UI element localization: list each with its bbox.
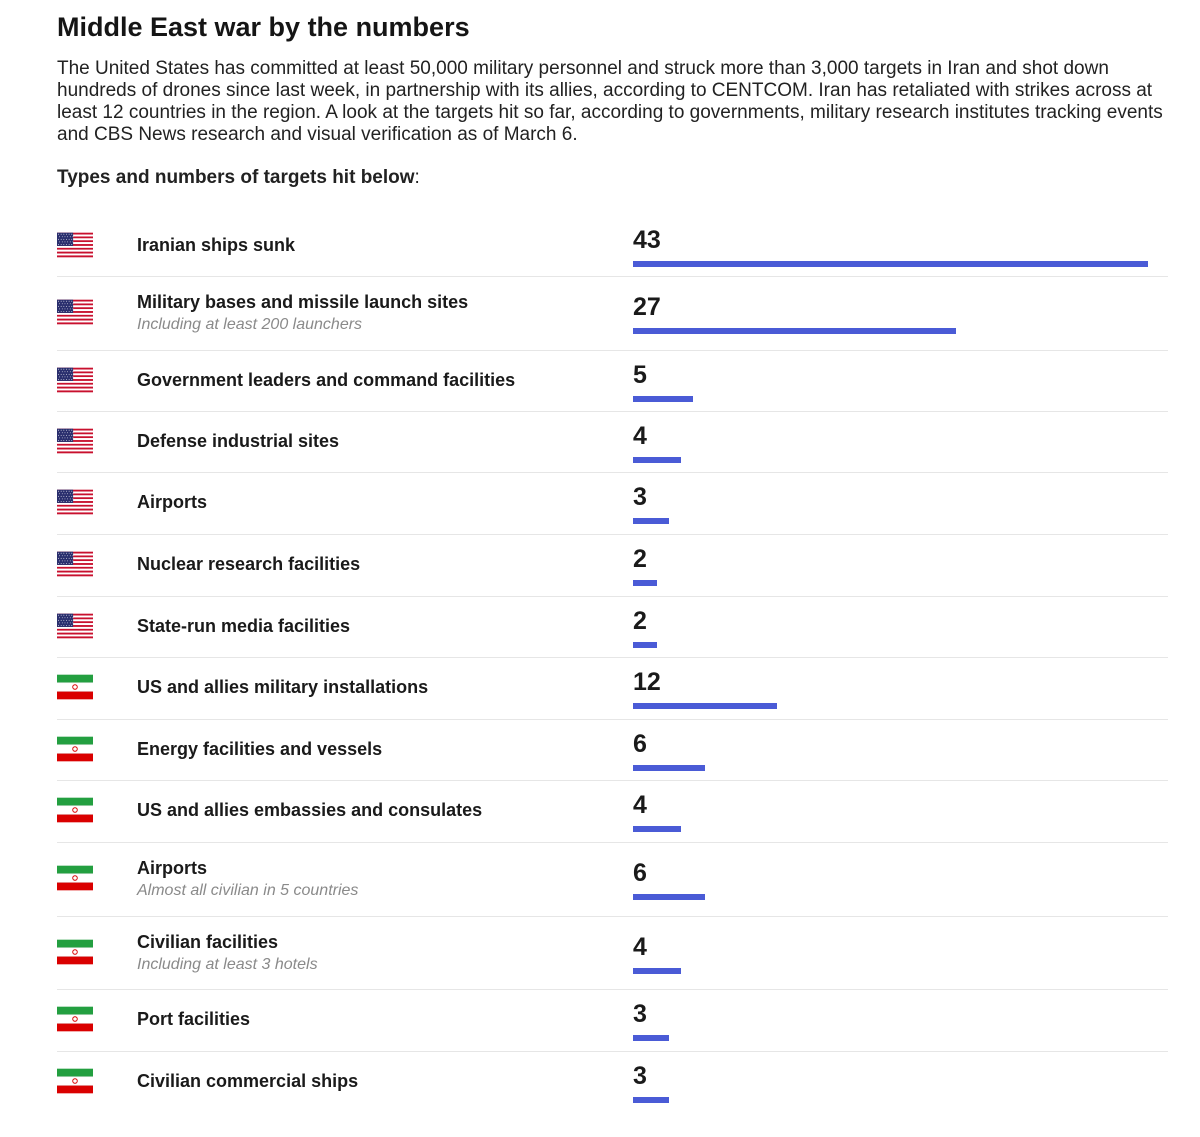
value-bar [633,1097,669,1103]
chart-row: US and allies military installations 12 [57,657,1168,719]
value-label: 3 [633,483,647,511]
category-label: Government leaders and command facilitie… [137,370,516,390]
value-bar [633,703,777,709]
row-divider [57,842,1168,843]
chart-row: Civilian commercial ships 3 [57,1051,1168,1110]
iran-flag-icon [57,865,93,891]
value-bar [633,765,705,771]
value-bar [633,826,681,832]
category-label: Military bases and missile launch sites [137,292,469,312]
category-label: Airports [137,858,208,878]
row-divider [57,916,1168,917]
value-label: 6 [633,730,647,758]
category-label: Airports [137,492,208,512]
chart-row: Civilian facilities Including at least 3 … [57,916,1168,989]
value-label: 2 [633,545,647,573]
chart-row: State-run media facilities 2 [57,596,1168,657]
value-label: 2 [633,607,647,635]
value-bar [633,580,657,586]
row-divider [57,989,1168,990]
value-bar [633,642,657,648]
value-bar [633,1035,669,1041]
value-label: 12 [633,668,661,696]
chart-subhead: Types and numbers of targets hit below: [57,166,420,190]
united-states-flag-icon [57,299,93,325]
chart-row: Port facilities 3 [57,989,1168,1051]
category-label: Civilian facilities [137,932,279,952]
united-states-flag-icon [57,232,93,258]
value-label: 4 [633,422,647,450]
row-divider [57,411,1168,412]
value-bar [633,968,681,974]
value-label: 3 [633,1000,647,1028]
value-label: 5 [633,361,647,389]
value-bar [633,457,681,463]
subhead-suffix: : [414,167,420,188]
chart-row: US and allies embassies and consulates 4 [57,780,1168,842]
row-divider [57,276,1168,277]
chart-row: Airports Almost all civilian in 5 countri… [57,842,1168,916]
value-bar [633,518,669,524]
united-states-flag-icon [57,551,93,577]
category-label: State-run media facilities [137,616,351,636]
united-states-flag-icon [57,428,93,454]
chart-row: Airports 3 [57,472,1168,534]
value-label: 6 [633,859,647,887]
row-divider [57,719,1168,720]
chart-intro: The United States has committed at least… [57,58,1163,145]
value-label: 43 [633,226,661,254]
iran-flag-icon [57,1006,93,1032]
row-divider [57,657,1168,658]
category-label: US and allies military installations [137,677,429,697]
iran-flag-icon [57,939,93,965]
subhead-text: Types and numbers of targets hit below [57,167,415,188]
chart-row: Energy facilities and vessels 6 [57,719,1168,780]
category-note: Including at least 200 launchers [137,316,363,333]
category-label: Port facilities [137,1009,251,1029]
category-label: Nuclear research facilities [137,554,361,574]
row-divider [57,780,1168,781]
iran-flag-icon [57,1068,93,1094]
iran-flag-icon [57,674,93,700]
category-label: Iranian ships sunk [137,235,296,255]
united-states-flag-icon [57,489,93,515]
value-bar [633,328,956,334]
category-label: US and allies embassies and consulates [137,800,483,820]
category-label: Defense industrial sites [137,431,340,451]
row-divider [57,1051,1168,1052]
iran-flag-icon [57,797,93,823]
row-divider [57,350,1168,351]
iran-flag-icon [57,736,93,762]
value-bar [633,894,705,900]
united-states-flag-icon [57,367,93,393]
category-note: Almost all civilian in 5 countries [137,882,359,899]
value-label: 4 [633,933,647,961]
chart-title: Middle East war by the numbers [57,12,470,42]
row-divider [57,472,1168,473]
chart-row: Military bases and missile launch sites I… [57,276,1168,350]
value-label: 27 [633,293,661,321]
united-states-flag-icon [57,613,93,639]
value-bar [633,396,693,402]
category-label: Civilian commercial ships [137,1071,359,1091]
value-bar [633,261,1148,267]
chart-row: Iranian ships sunk 43 [57,215,1168,276]
chart-row: Nuclear research facilities 2 [57,534,1168,596]
value-label: 3 [633,1062,647,1090]
chart-row: Defense industrial sites 4 [57,411,1168,472]
chart-row: Government leaders and command facilitie… [57,350,1168,411]
category-label: Energy facilities and vessels [137,739,383,759]
value-label: 4 [633,791,647,819]
row-divider [57,596,1168,597]
row-divider [57,534,1168,535]
category-note: Including at least 3 hotels [137,956,318,973]
